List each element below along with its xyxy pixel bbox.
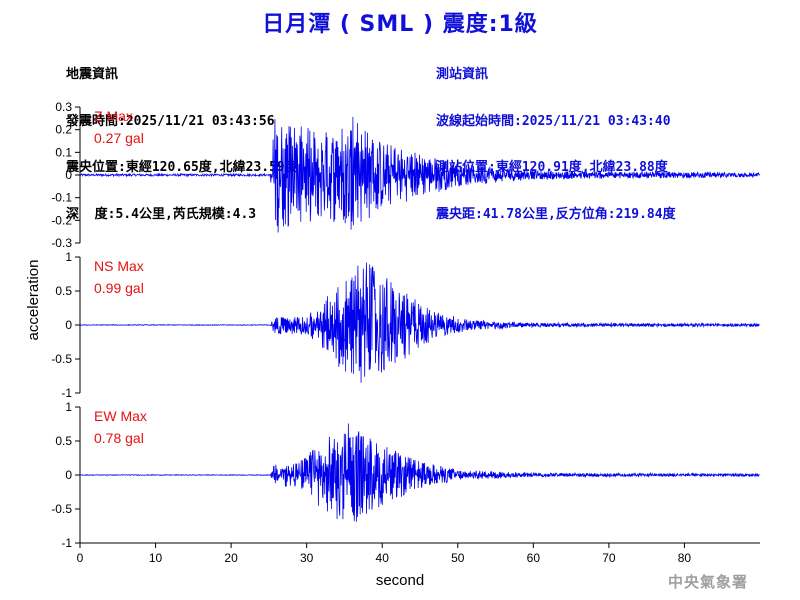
max-label-ew: EW Max	[94, 408, 147, 424]
y-tick-label-ew: 0.5	[55, 434, 72, 448]
x-tick-label: 80	[678, 551, 692, 565]
x-tick-label: 50	[451, 551, 465, 565]
y-tick-label-ns: 0.5	[55, 284, 72, 298]
y-tick-label-z: -0.2	[51, 213, 72, 227]
x-tick-label: 70	[602, 551, 616, 565]
y-tick-label-ns: -1	[61, 386, 72, 400]
y-tick-label-ns: 1	[65, 250, 72, 264]
x-tick-label: 20	[224, 551, 238, 565]
y-tick-label-ew: -1	[61, 536, 72, 550]
max-label-z: Z Max	[94, 108, 133, 124]
max-label-ns: NS Max	[94, 258, 144, 274]
earthquake-heading: 地震資訊	[66, 67, 119, 82]
max-value-ns: 0.99 gal	[94, 280, 144, 296]
y-axis-label: acceleration	[25, 260, 42, 341]
y-tick-label-ew: -0.5	[51, 502, 72, 516]
y-tick-label-ns: 0	[65, 318, 72, 332]
x-tick-label: 30	[300, 551, 314, 565]
epicenter-location: 震央位置:東經120.65度,北緯23.59度	[66, 160, 298, 175]
trace-z	[79, 116, 760, 233]
station-location: 測站位置:東經120.91度,北緯23.88度	[436, 160, 668, 175]
y-tick-label-z: -0.1	[51, 191, 72, 205]
x-tick-label: 10	[149, 551, 163, 565]
y-tick-label-ns: -0.5	[51, 352, 72, 366]
origin-time: 發震時間:2025/11/21 03:43:56	[66, 113, 275, 129]
max-value-z: 0.27 gal	[94, 130, 144, 146]
trace-ew	[79, 423, 760, 522]
epicentral-distance: 震央距:41.78公里,反方位角:219.84度	[436, 206, 676, 222]
trace-ns	[79, 262, 760, 383]
station-info: 測站資訊 波線起始時間:2025/11/21 03:43:40 測站位置:東經1…	[436, 36, 676, 238]
earthquake-info: 地震資訊 發震時間:2025/11/21 03:43:56 震央位置:東經120…	[66, 36, 298, 238]
y-tick-label-ew: 1	[65, 400, 72, 414]
x-tick-label: 60	[527, 551, 541, 565]
y-tick-label-z: 0.3	[55, 100, 72, 114]
wave-start-time: 波線起始時間:2025/11/21 03:43:40	[436, 113, 671, 129]
x-tick-label: 0	[77, 551, 84, 565]
depth-magnitude: 深 度:5.4公里,芮氏規模:4.3	[66, 206, 257, 222]
y-tick-label-z: -0.3	[51, 236, 72, 250]
max-value-ew: 0.78 gal	[94, 430, 144, 446]
x-axis-label: second	[376, 572, 424, 589]
chart-title: 日月潭 ( SML ) 震度:1級	[262, 12, 538, 37]
y-tick-label-z: 0.1	[55, 145, 72, 159]
station-heading: 測站資訊	[436, 67, 489, 82]
agency-watermark: 中央氣象署	[667, 573, 748, 591]
x-tick-label: 40	[376, 551, 390, 565]
y-tick-label-z: 0.2	[55, 123, 72, 137]
y-tick-label-z: 0	[65, 168, 72, 182]
y-tick-label-ew: 0	[65, 468, 72, 482]
